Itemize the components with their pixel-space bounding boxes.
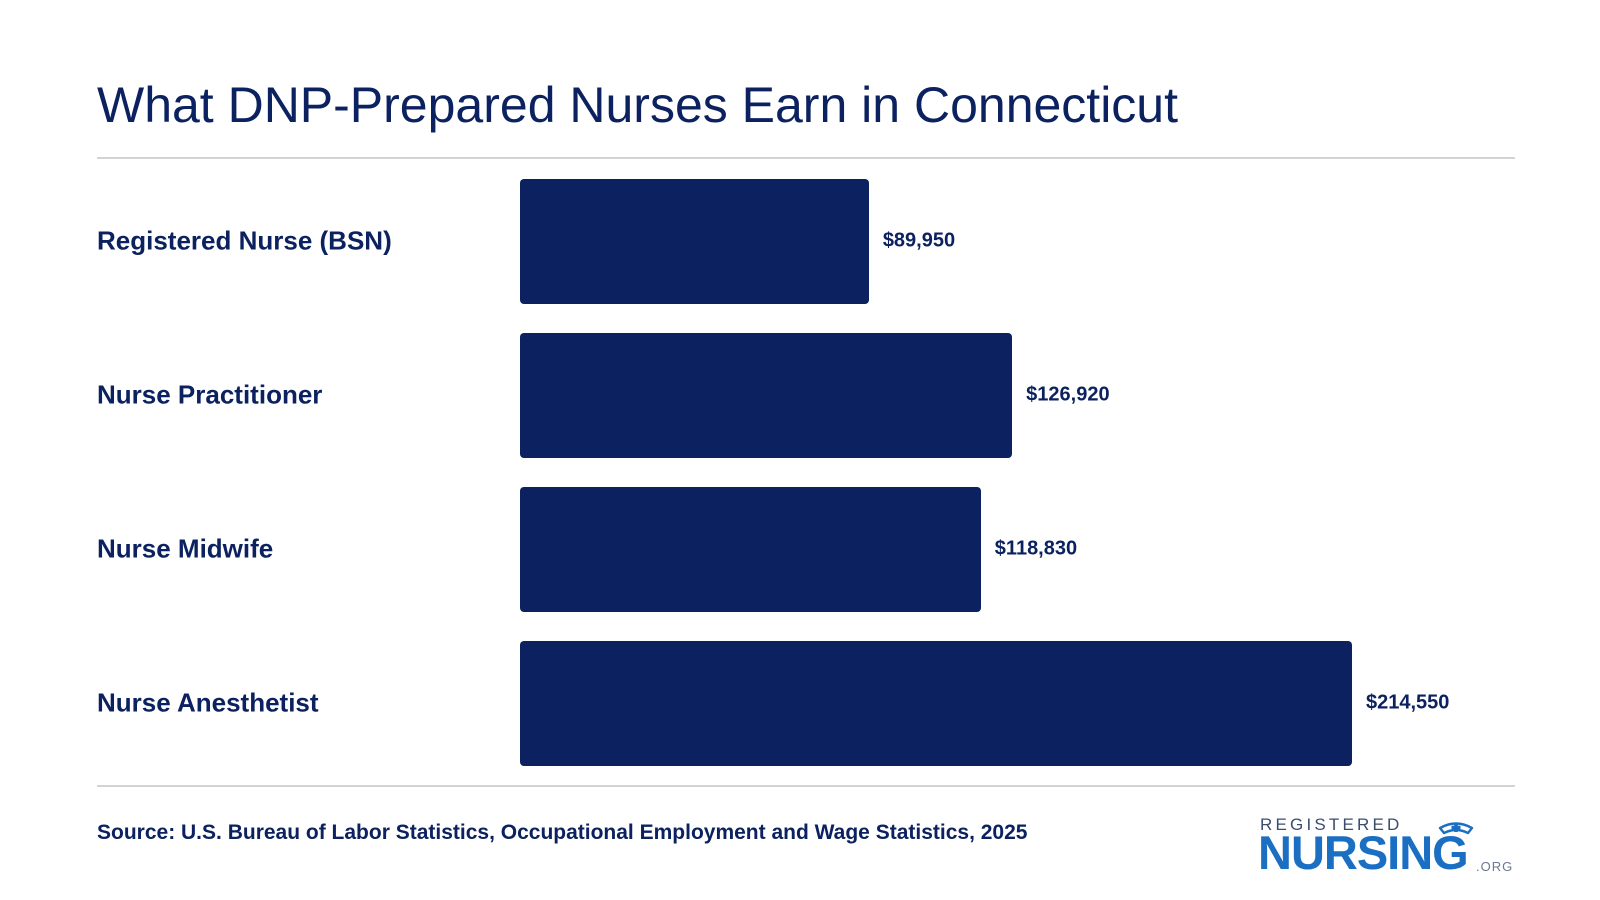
nurse-cap-icon — [1438, 822, 1474, 835]
chart-title: What DNP-Prepared Nurses Earn in Connect… — [97, 77, 1179, 133]
top-divider — [97, 157, 1515, 159]
bar — [520, 640, 1352, 766]
value-label: $118,830 — [994, 537, 1078, 560]
bar — [520, 332, 1013, 458]
bottom-divider — [97, 785, 1515, 787]
bar — [520, 486, 981, 612]
source-note: Source: U.S. Bureau of Labor Statistics,… — [97, 821, 1028, 844]
category-label: Nurse Anesthetist — [97, 687, 319, 718]
category-label: Nurse Midwife — [97, 533, 274, 564]
category-label: Nurse Practitioner — [97, 379, 323, 410]
logo-main-text: NURSING — [1258, 826, 1469, 879]
logo-top-text: REGISTERED — [1260, 815, 1403, 834]
category-label: Registered Nurse (BSN) — [97, 225, 392, 256]
value-label: $126,920 — [1026, 383, 1110, 406]
registered-nursing-logo: REGISTERED NURSING .ORG — [1258, 815, 1518, 877]
value-label: $214,550 — [1366, 691, 1450, 714]
value-label: $89,950 — [882, 229, 956, 252]
bar — [520, 178, 869, 304]
logo-suffix: .ORG — [1476, 859, 1514, 874]
